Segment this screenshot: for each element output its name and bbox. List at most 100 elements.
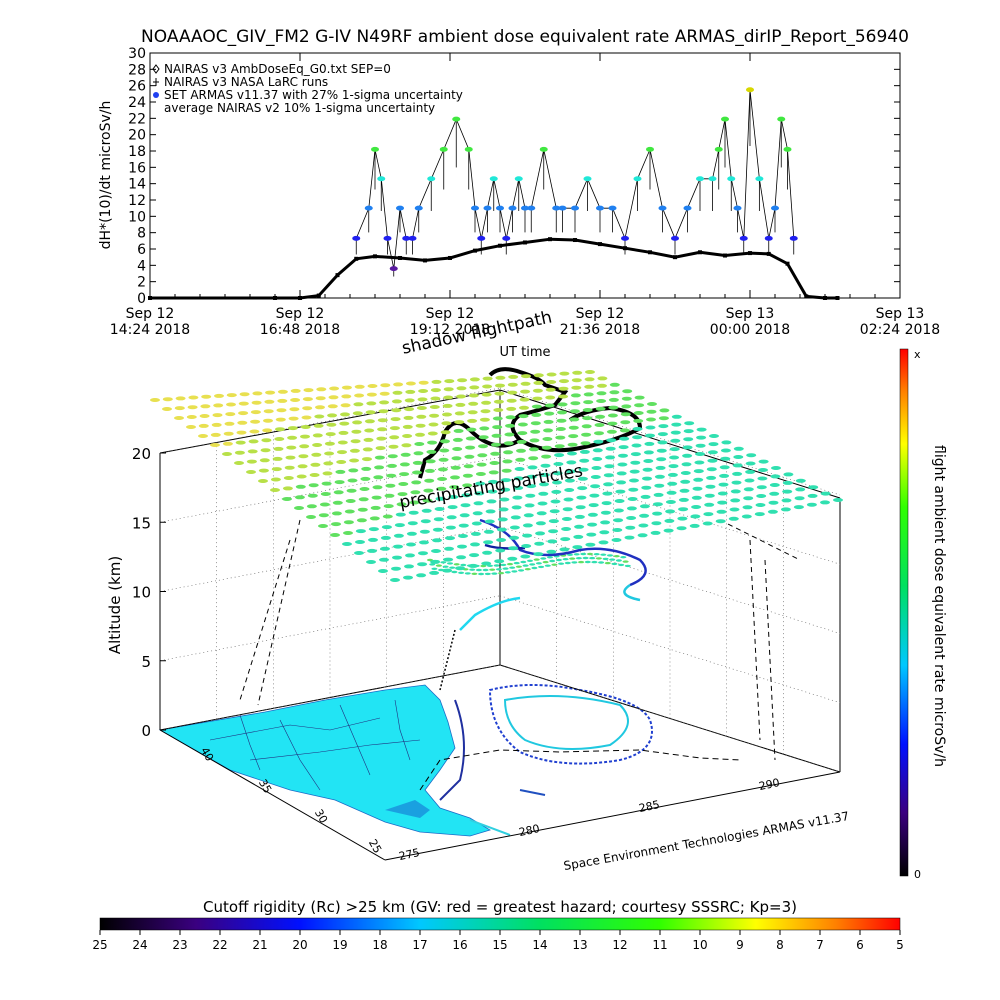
particle-point <box>513 561 520 565</box>
field-point <box>363 437 374 442</box>
field-point <box>374 465 385 470</box>
field-point <box>468 563 479 568</box>
latitude-tick-label: 30 <box>312 807 330 826</box>
field-point <box>366 401 377 406</box>
field-point <box>365 410 376 415</box>
particle-point <box>551 563 558 566</box>
particle-point <box>542 560 549 564</box>
field-point <box>523 513 534 518</box>
field-point <box>371 495 382 500</box>
field-point <box>287 426 298 431</box>
particle-point <box>555 558 562 562</box>
data-series <box>148 87 840 300</box>
field-point <box>343 520 354 525</box>
y-tick-label: 2 <box>137 275 146 291</box>
field-point <box>496 538 507 542</box>
particle-point <box>449 566 456 569</box>
armas-point <box>739 235 748 241</box>
nairas-average-point <box>448 255 452 260</box>
field-point <box>647 402 657 406</box>
armas-point <box>396 205 404 211</box>
particle-point <box>611 562 618 566</box>
field-point <box>665 509 676 514</box>
field-point <box>331 511 342 516</box>
field-point <box>350 439 361 444</box>
field-point <box>452 447 463 451</box>
field-point <box>310 462 321 467</box>
field-point <box>588 503 599 508</box>
field-point <box>745 469 756 474</box>
field-point <box>629 478 639 483</box>
x-tick-label: 19:12 2018 <box>410 322 490 338</box>
particle-point <box>491 572 498 575</box>
field-point <box>329 386 340 391</box>
field-point <box>429 413 440 418</box>
particle-point <box>495 568 502 571</box>
field-point <box>488 470 499 475</box>
field-point <box>488 479 498 484</box>
field-point <box>547 539 558 544</box>
y-tick-label: 18 <box>128 144 146 160</box>
field-point <box>569 417 580 422</box>
floor-shadow-track <box>419 749 741 791</box>
field-point <box>602 491 613 496</box>
field-point <box>497 517 508 522</box>
field-point <box>378 409 389 414</box>
longitude-tick-label: 275 <box>398 846 421 863</box>
field-point <box>426 449 437 454</box>
field-point <box>807 493 818 498</box>
field-point <box>729 507 740 512</box>
field-point <box>424 478 435 483</box>
field-point <box>431 379 442 384</box>
field-point <box>456 394 466 399</box>
particle-point <box>604 561 611 565</box>
field-point <box>806 502 817 507</box>
field-point <box>526 474 537 479</box>
field-point <box>262 428 273 433</box>
field-point <box>285 455 296 460</box>
field-point <box>643 450 654 455</box>
field-point <box>199 414 210 418</box>
armas-point <box>552 205 561 211</box>
field-point <box>393 382 404 387</box>
nairas-average-point <box>723 253 727 258</box>
particle-point <box>522 564 529 567</box>
field-point <box>680 479 691 484</box>
field-point <box>348 468 359 473</box>
field-point <box>706 475 717 480</box>
field-point <box>676 526 687 531</box>
field-point <box>612 528 623 532</box>
field-point <box>273 446 284 451</box>
field-point <box>238 411 249 416</box>
field-point <box>314 414 325 419</box>
field-point <box>300 434 310 439</box>
field-point <box>430 388 441 393</box>
field-point <box>539 472 550 477</box>
field-point <box>507 382 518 387</box>
field-point <box>719 465 730 470</box>
field-point <box>354 551 364 555</box>
armas-point <box>527 205 536 211</box>
field-point <box>186 415 197 419</box>
nairas-average-point <box>273 296 277 300</box>
particle-point <box>609 558 616 561</box>
field-point <box>380 546 390 551</box>
bottom-colorbar-title: Cutoff rigidity (Rc) >25 km (GV: red = g… <box>203 898 797 916</box>
field-point <box>372 485 383 490</box>
field-point <box>513 476 524 481</box>
field-point <box>460 503 471 508</box>
field-point <box>419 540 429 545</box>
field-point <box>335 469 346 474</box>
floor-rigidity-contours <box>439 684 653 836</box>
particle-point <box>582 556 589 560</box>
particle-point <box>602 557 609 561</box>
field-point <box>430 396 441 401</box>
field-point <box>561 517 572 521</box>
armas-point <box>777 116 786 122</box>
particle-point <box>569 557 576 560</box>
field-point <box>529 438 540 443</box>
field-point <box>655 465 666 470</box>
field-point <box>696 427 707 432</box>
field-point <box>324 441 335 446</box>
